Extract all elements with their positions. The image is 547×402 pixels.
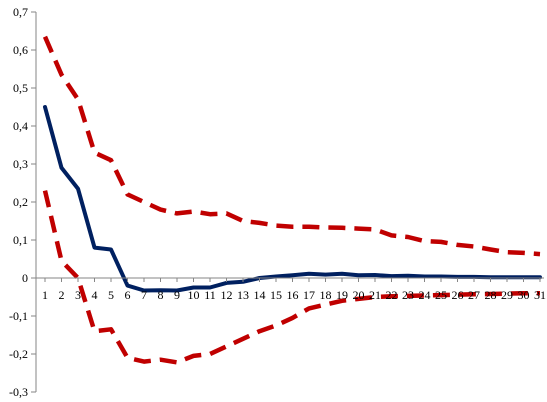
x-tick-label: 19 <box>336 288 348 302</box>
x-tick-label: 20 <box>353 288 365 302</box>
x-tick-label: 21 <box>369 288 381 302</box>
y-tick-label: -0,1 <box>9 309 28 323</box>
axes-layer <box>31 11 544 393</box>
x-tick-label: 26 <box>452 288 464 302</box>
confidence-band-line-2 <box>42 190 540 365</box>
x-tick-label: 15 <box>270 288 282 302</box>
x-tick-label: 30 <box>518 288 530 302</box>
x-tick-label: 22 <box>386 288 398 302</box>
y-tick-label: 0,4 <box>13 119 28 133</box>
x-tick-label: 4 <box>92 288 98 302</box>
x-tick-label: 28 <box>485 288 497 302</box>
confidence-band-line-1 <box>42 35 541 257</box>
y-tick-label: -0,3 <box>9 385 28 399</box>
x-tick-label: 25 <box>435 288 447 302</box>
x-tick-label: 18 <box>320 288 332 302</box>
x-tick-label: 31 <box>534 288 546 302</box>
y-tick-label: 0,3 <box>13 157 28 171</box>
y-tick-label: 0,2 <box>13 195 28 209</box>
x-tick-label: 24 <box>419 288 431 302</box>
x-tick-label: 6 <box>125 288 131 302</box>
x-tick-label: 17 <box>303 288 315 302</box>
x-tick-label: 2 <box>59 288 65 302</box>
x-tick-label: 9 <box>174 288 180 302</box>
x-tick-label: 27 <box>468 288 480 302</box>
x-tick-label: 29 <box>501 288 513 302</box>
x-tick-label: 14 <box>254 288 266 302</box>
x-tick-label: 23 <box>402 288 414 302</box>
y-tick-label: 0,7 <box>13 5 28 19</box>
y-tick-label: 0,5 <box>13 81 28 95</box>
series-layer <box>42 35 542 365</box>
y-tick-label: -0,2 <box>9 347 28 361</box>
x-tick-label: 1 <box>42 288 48 302</box>
x-tick-label: 7 <box>141 288 147 302</box>
y-tick-label: 0,6 <box>13 43 28 57</box>
labels-layer: -0,3-0,2-0,100,10,20,30,40,50,60,71 2 3 4 5 6… <box>9 5 546 399</box>
impulse-response-line-0 <box>43 105 542 293</box>
x-tick-label: 8 <box>158 288 164 302</box>
x-tick-label: 16 <box>287 288 299 302</box>
x-tick-label: 11 <box>204 288 216 302</box>
x-tick-label: 12 <box>221 288 233 302</box>
x-tick-label: 10 <box>188 288 200 302</box>
x-tick-label: 3 <box>75 288 81 302</box>
y-tick-label: 0,1 <box>13 233 28 247</box>
x-tick-label: 5 <box>108 288 114 302</box>
y-tick-label: 0 <box>22 271 28 285</box>
x-tick-label: 13 <box>237 288 249 302</box>
